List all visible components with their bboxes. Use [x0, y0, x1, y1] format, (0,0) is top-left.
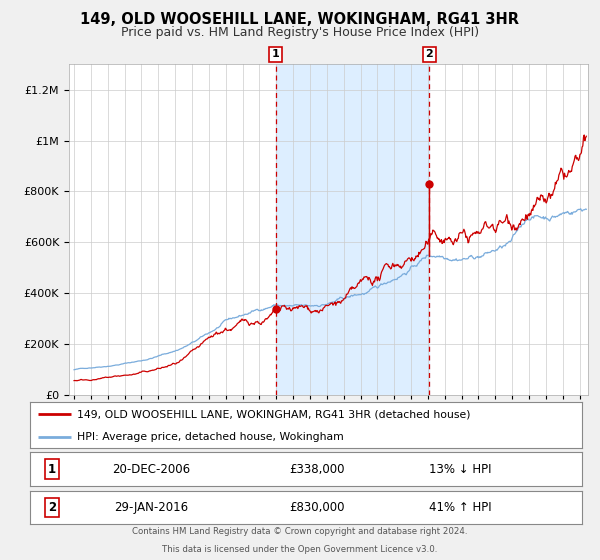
Text: HPI: Average price, detached house, Wokingham: HPI: Average price, detached house, Woki… — [77, 432, 344, 441]
Text: Contains HM Land Registry data © Crown copyright and database right 2024.: Contains HM Land Registry data © Crown c… — [132, 527, 468, 536]
Text: Price paid vs. HM Land Registry's House Price Index (HPI): Price paid vs. HM Land Registry's House … — [121, 26, 479, 39]
Text: 13% ↓ HPI: 13% ↓ HPI — [430, 463, 492, 476]
Text: £338,000: £338,000 — [289, 463, 345, 476]
Text: 2: 2 — [425, 49, 433, 59]
Bar — [276, 64, 429, 395]
Text: 149, OLD WOOSEHILL LANE, WOKINGHAM, RG41 3HR (detached house): 149, OLD WOOSEHILL LANE, WOKINGHAM, RG41… — [77, 409, 470, 419]
Text: This data is licensed under the Open Government Licence v3.0.: This data is licensed under the Open Gov… — [163, 545, 437, 554]
Text: £830,000: £830,000 — [289, 501, 345, 514]
Text: 2: 2 — [48, 501, 56, 514]
Text: 149, OLD WOOSEHILL LANE, WOKINGHAM, RG41 3HR: 149, OLD WOOSEHILL LANE, WOKINGHAM, RG41… — [80, 12, 520, 27]
Text: 41% ↑ HPI: 41% ↑ HPI — [429, 501, 492, 514]
Text: 20-DEC-2006: 20-DEC-2006 — [112, 463, 191, 476]
Text: 1: 1 — [272, 49, 280, 59]
Text: 29-JAN-2016: 29-JAN-2016 — [115, 501, 188, 514]
Text: 1: 1 — [48, 463, 56, 476]
